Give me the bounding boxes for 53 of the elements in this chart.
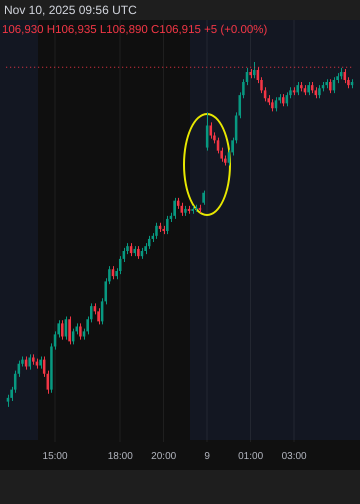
candlestick [72,328,74,345]
candlestick [144,242,147,255]
candlestick [158,222,162,233]
candlestick [64,316,68,340]
candlestick [140,247,144,260]
candlestick [68,316,71,345]
candlestick [202,190,205,206]
candlestick [296,82,299,96]
x-tick-label: 15:00 [42,450,68,462]
candlestick [210,122,212,140]
candlestick [329,78,332,94]
candlestick [28,354,31,370]
candlestick [206,112,208,152]
x-tick-label: 20:00 [151,450,177,462]
candlestick [97,308,100,325]
candlestick [61,320,64,340]
candlestick [307,82,310,96]
candlestick [112,266,114,280]
candlestick [274,96,278,112]
candlestick [282,94,284,107]
candlestick [180,202,184,216]
candlestick [24,356,28,370]
candlestick [155,222,158,240]
candlestick [184,205,187,216]
candlestick [332,76,336,94]
candlestick [36,358,38,370]
candlestick [310,82,314,94]
candlestick [39,356,42,370]
x-tick-label: 03:00 [282,450,308,462]
candlestick [304,84,306,96]
candlestick [286,92,288,107]
candlestick [322,82,324,92]
chart-subtitle: 106,930 H106,935 L106,890 C106,915 +5 (+0.00%) [2,24,268,36]
candlestick [137,246,140,260]
candlestick [252,62,256,79]
candlestick [173,197,176,220]
x-tick-label: 18:00 [108,450,134,462]
x-tick-label: 01:00 [238,450,264,462]
candlestick [130,242,132,257]
candlestick [318,84,321,99]
candlestick [264,86,266,102]
candlestick [271,98,274,112]
x-tick-label: 9 [204,450,210,462]
candlestick [79,322,82,340]
candlestick [344,68,346,84]
candlestick [32,354,35,366]
candlestick [340,67,342,80]
candlestick [300,82,303,92]
candlestick [176,197,180,210]
chart-title: Nov 10, 2025 09:56 UTC [4,3,137,17]
candlestick [133,246,136,257]
candlestick [249,68,252,79]
candlestick [166,215,169,235]
